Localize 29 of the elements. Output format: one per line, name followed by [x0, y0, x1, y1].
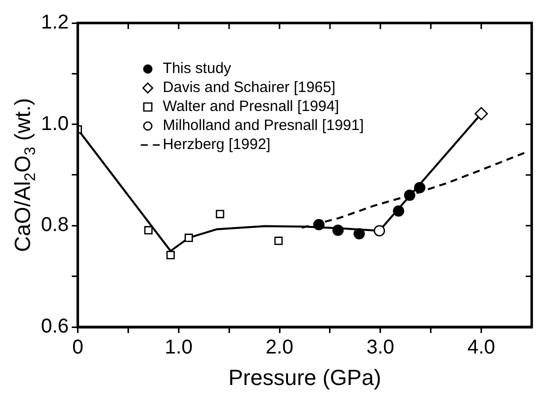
x-tick-label: 2.0: [266, 336, 294, 359]
point: [216, 210, 224, 218]
legend-label: Davis and Schairer [1965]: [162, 79, 336, 96]
point: [414, 182, 426, 194]
y-tick-label: 0.6: [40, 316, 69, 338]
x-tick-label: 3.0: [366, 336, 394, 359]
point: [144, 226, 153, 234]
point: [166, 250, 175, 260]
point: [392, 205, 404, 217]
point: [313, 219, 325, 230]
point: [332, 224, 344, 236]
x-tick-label: 1.0: [164, 336, 193, 359]
y-axis-title: CaO/Al2O3 (wt.): [10, 98, 39, 252]
point: [274, 236, 283, 246]
point: [374, 225, 386, 236]
legend-label: Herzberg [1992]: [162, 136, 270, 154]
legend-label: This study: [162, 60, 232, 78]
y-tick-label: 1.2: [40, 12, 69, 34]
legend-label: Walter and Presnall [1994]: [162, 98, 340, 116]
point: [354, 228, 365, 240]
x-tick-label: 4.0: [467, 336, 496, 359]
point: [184, 234, 193, 242]
y-tick-label: 1.0: [40, 112, 69, 135]
point: [404, 190, 416, 201]
point: [474, 107, 488, 120]
legend-label: Milholland and Presnall [1991]: [162, 117, 364, 134]
x-tick-label: 0: [72, 336, 84, 359]
x-axis-title: Pressure (GPa): [228, 365, 382, 390]
y-tick-label: 0.8: [40, 214, 69, 236]
